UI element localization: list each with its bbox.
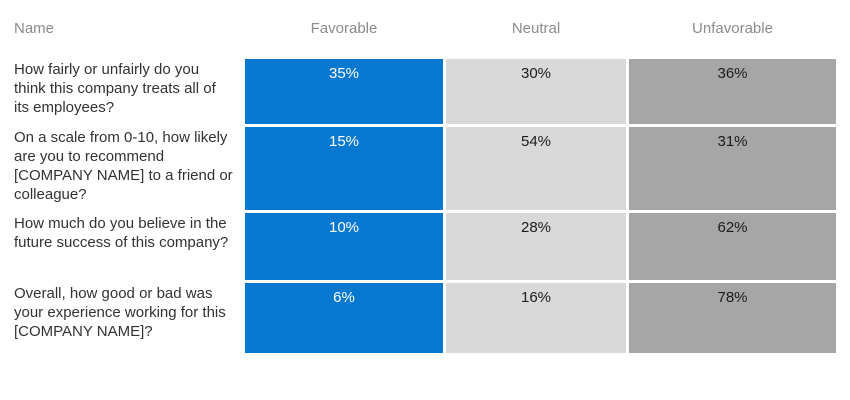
table-row: How fairly or unfairly do you think this… bbox=[14, 59, 850, 124]
question-text: How much do you believe in the future su… bbox=[14, 215, 229, 251]
table-row: Overall, how good or bad was your experi… bbox=[14, 283, 850, 353]
column-header-favorable: Favorable bbox=[310, 20, 378, 37]
column-header-neutral: Neutral bbox=[511, 20, 561, 37]
neutral-cell: 30% bbox=[446, 59, 626, 124]
table-header: Name Favorable Neutral Unfavorable bbox=[14, 20, 850, 59]
column-header-unfavorable: Unfavorable bbox=[692, 20, 773, 37]
favorable-cell: 15% bbox=[245, 127, 443, 210]
favorable-cell: 10% bbox=[245, 213, 443, 280]
table-row: How much do you believe in the future su… bbox=[14, 213, 850, 280]
unfavorable-cell: 31% bbox=[629, 127, 836, 210]
unfavorable-cell: 62% bbox=[629, 213, 836, 280]
table-row: On a scale from 0-10, how likely are you… bbox=[14, 127, 850, 210]
favorable-cell: 35% bbox=[245, 59, 443, 124]
neutral-cell: 16% bbox=[446, 283, 626, 353]
question-text: Overall, how good or bad was your experi… bbox=[14, 285, 226, 340]
neutral-cell: 54% bbox=[446, 127, 626, 210]
column-header-name: Name bbox=[14, 20, 55, 37]
unfavorable-cell: 78% bbox=[629, 283, 836, 353]
unfavorable-cell: 36% bbox=[629, 59, 836, 124]
question-text: On a scale from 0-10, how likely are you… bbox=[14, 129, 233, 203]
favorable-cell: 6% bbox=[245, 283, 443, 353]
question-text: How fairly or unfairly do you think this… bbox=[14, 61, 216, 116]
survey-results-table: Name Favorable Neutral Unfavorable How f… bbox=[14, 20, 850, 353]
neutral-cell: 28% bbox=[446, 213, 626, 280]
